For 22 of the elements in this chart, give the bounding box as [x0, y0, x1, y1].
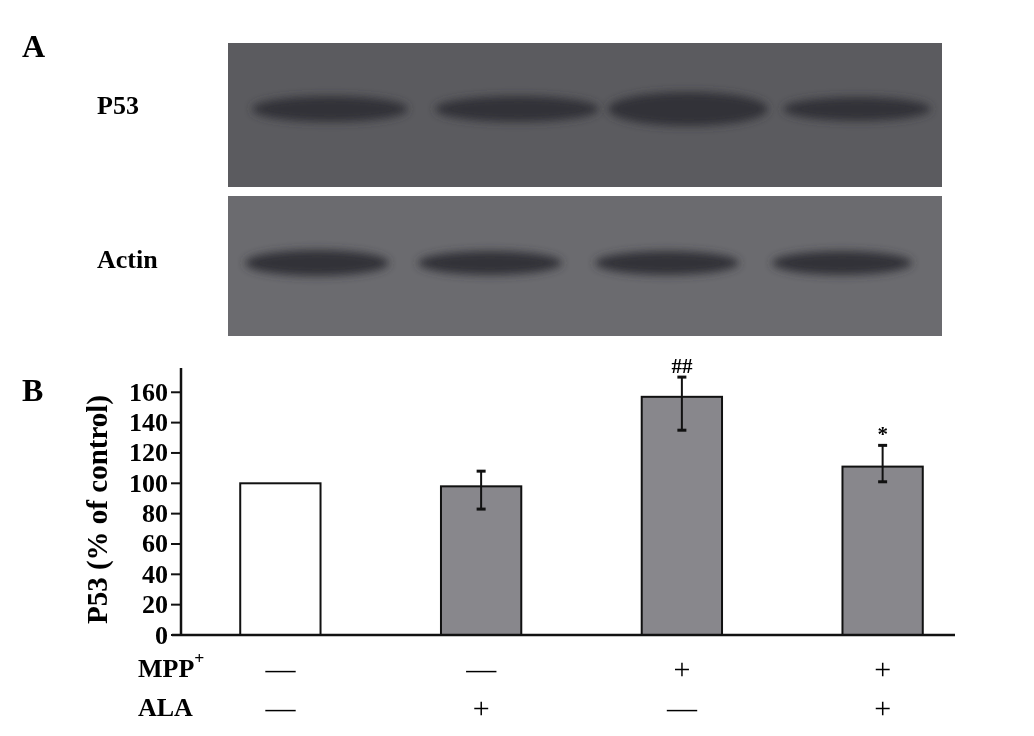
- y-tick-label: 160: [129, 377, 168, 407]
- x-tick-label: + +: [874, 651, 892, 724]
- y-tick-label: 100: [129, 468, 168, 498]
- y-tick-label: 0: [155, 620, 168, 650]
- y-tick-label: 120: [129, 438, 168, 468]
- y-tick-label: 80: [142, 499, 168, 529]
- x-tick-label: + —: [665, 651, 698, 724]
- annotation: *: [877, 422, 888, 447]
- text: A: [22, 28, 46, 64]
- y-axis-title: P53 (% of control): [81, 395, 114, 624]
- y-tick-label: 60: [142, 529, 168, 559]
- text: MPP$^{+}$: [138, 648, 205, 683]
- text: Actin: [97, 244, 159, 274]
- annotation: ##: [671, 354, 693, 379]
- x-tick-label: — —: [264, 651, 297, 724]
- x-tick-label: — +: [465, 651, 498, 724]
- y-tick-label: 140: [129, 408, 168, 438]
- text: ALA: [138, 692, 194, 722]
- text: P53: [97, 90, 139, 120]
- chart-title: B: [22, 372, 44, 408]
- y-tick-label: 40: [142, 559, 168, 589]
- y-tick-label: 20: [142, 590, 168, 620]
